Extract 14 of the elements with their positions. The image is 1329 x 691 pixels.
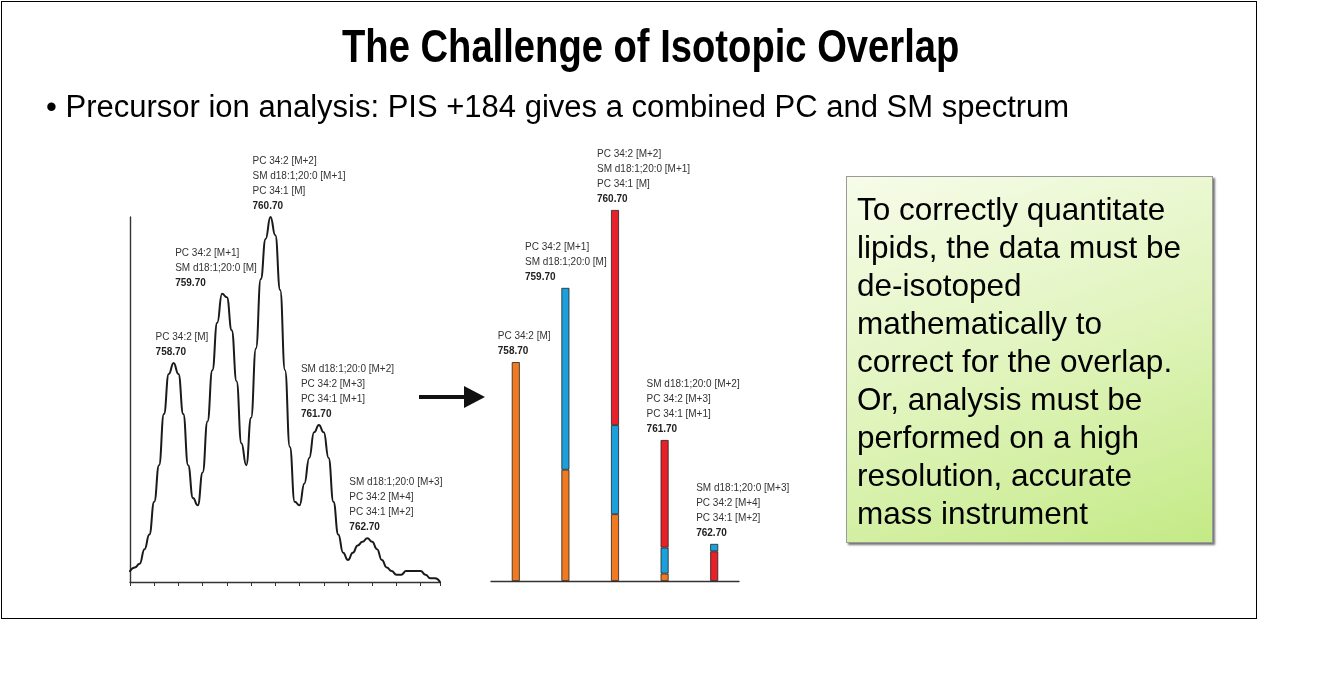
annotation: SM d18:1;20:0 [M+2] PC 34:2 [M+3] PC 34:1 [M+1] 761.70	[646, 378, 740, 435]
text: PC 34:2 [M+2] SM d18:1;20:0 [M+1] PC 34:1 [M] 760.70	[252, 155, 346, 211]
annotation: PC 34:2 [M] 758.70	[497, 330, 551, 357]
text: The Challenge of Isotopic Overlap	[342, 20, 960, 73]
annotation: SM d18:1;20:0 [M+2] PC 34:2 [M+3] PC 34:1 [M+1] 761.70	[300, 363, 395, 420]
annotation: SM d18:1;20:0 [M+3] PC 34:2 [M+4] PC 34:1 [M+2] 762.70	[349, 476, 443, 533]
text: To correctly quantitate lipids, the data must be de-isotoped mathematically to correct for the overlap. Or, analysis must be performed on a high resolution, accurate mass instrument	[857, 191, 1181, 531]
annotation: PC 34:2 [M+1] SM d18:1;20:0 [M] 759.70	[525, 240, 607, 282]
text: PC 34:2 [M+2] SM d18:1;20:0 [M+1] PC 34:1 [M] 760.70	[597, 148, 691, 204]
annotation: SM d18:1;20:0 [M+3] PC 34:2 [M+4] PC 34:1 [M+2] 762.70	[696, 481, 790, 538]
annotation: PC 34:2 [M+1] SM d18:1;20:0 [M] 759.70	[175, 246, 257, 288]
annotation: PC 34:2 [M] 758.70	[155, 331, 209, 357]
bar	[511, 362, 520, 581]
text: • Precursor ion analysis: PIS +184 gives a combined PC and SM spectrum	[46, 88, 1070, 126]
